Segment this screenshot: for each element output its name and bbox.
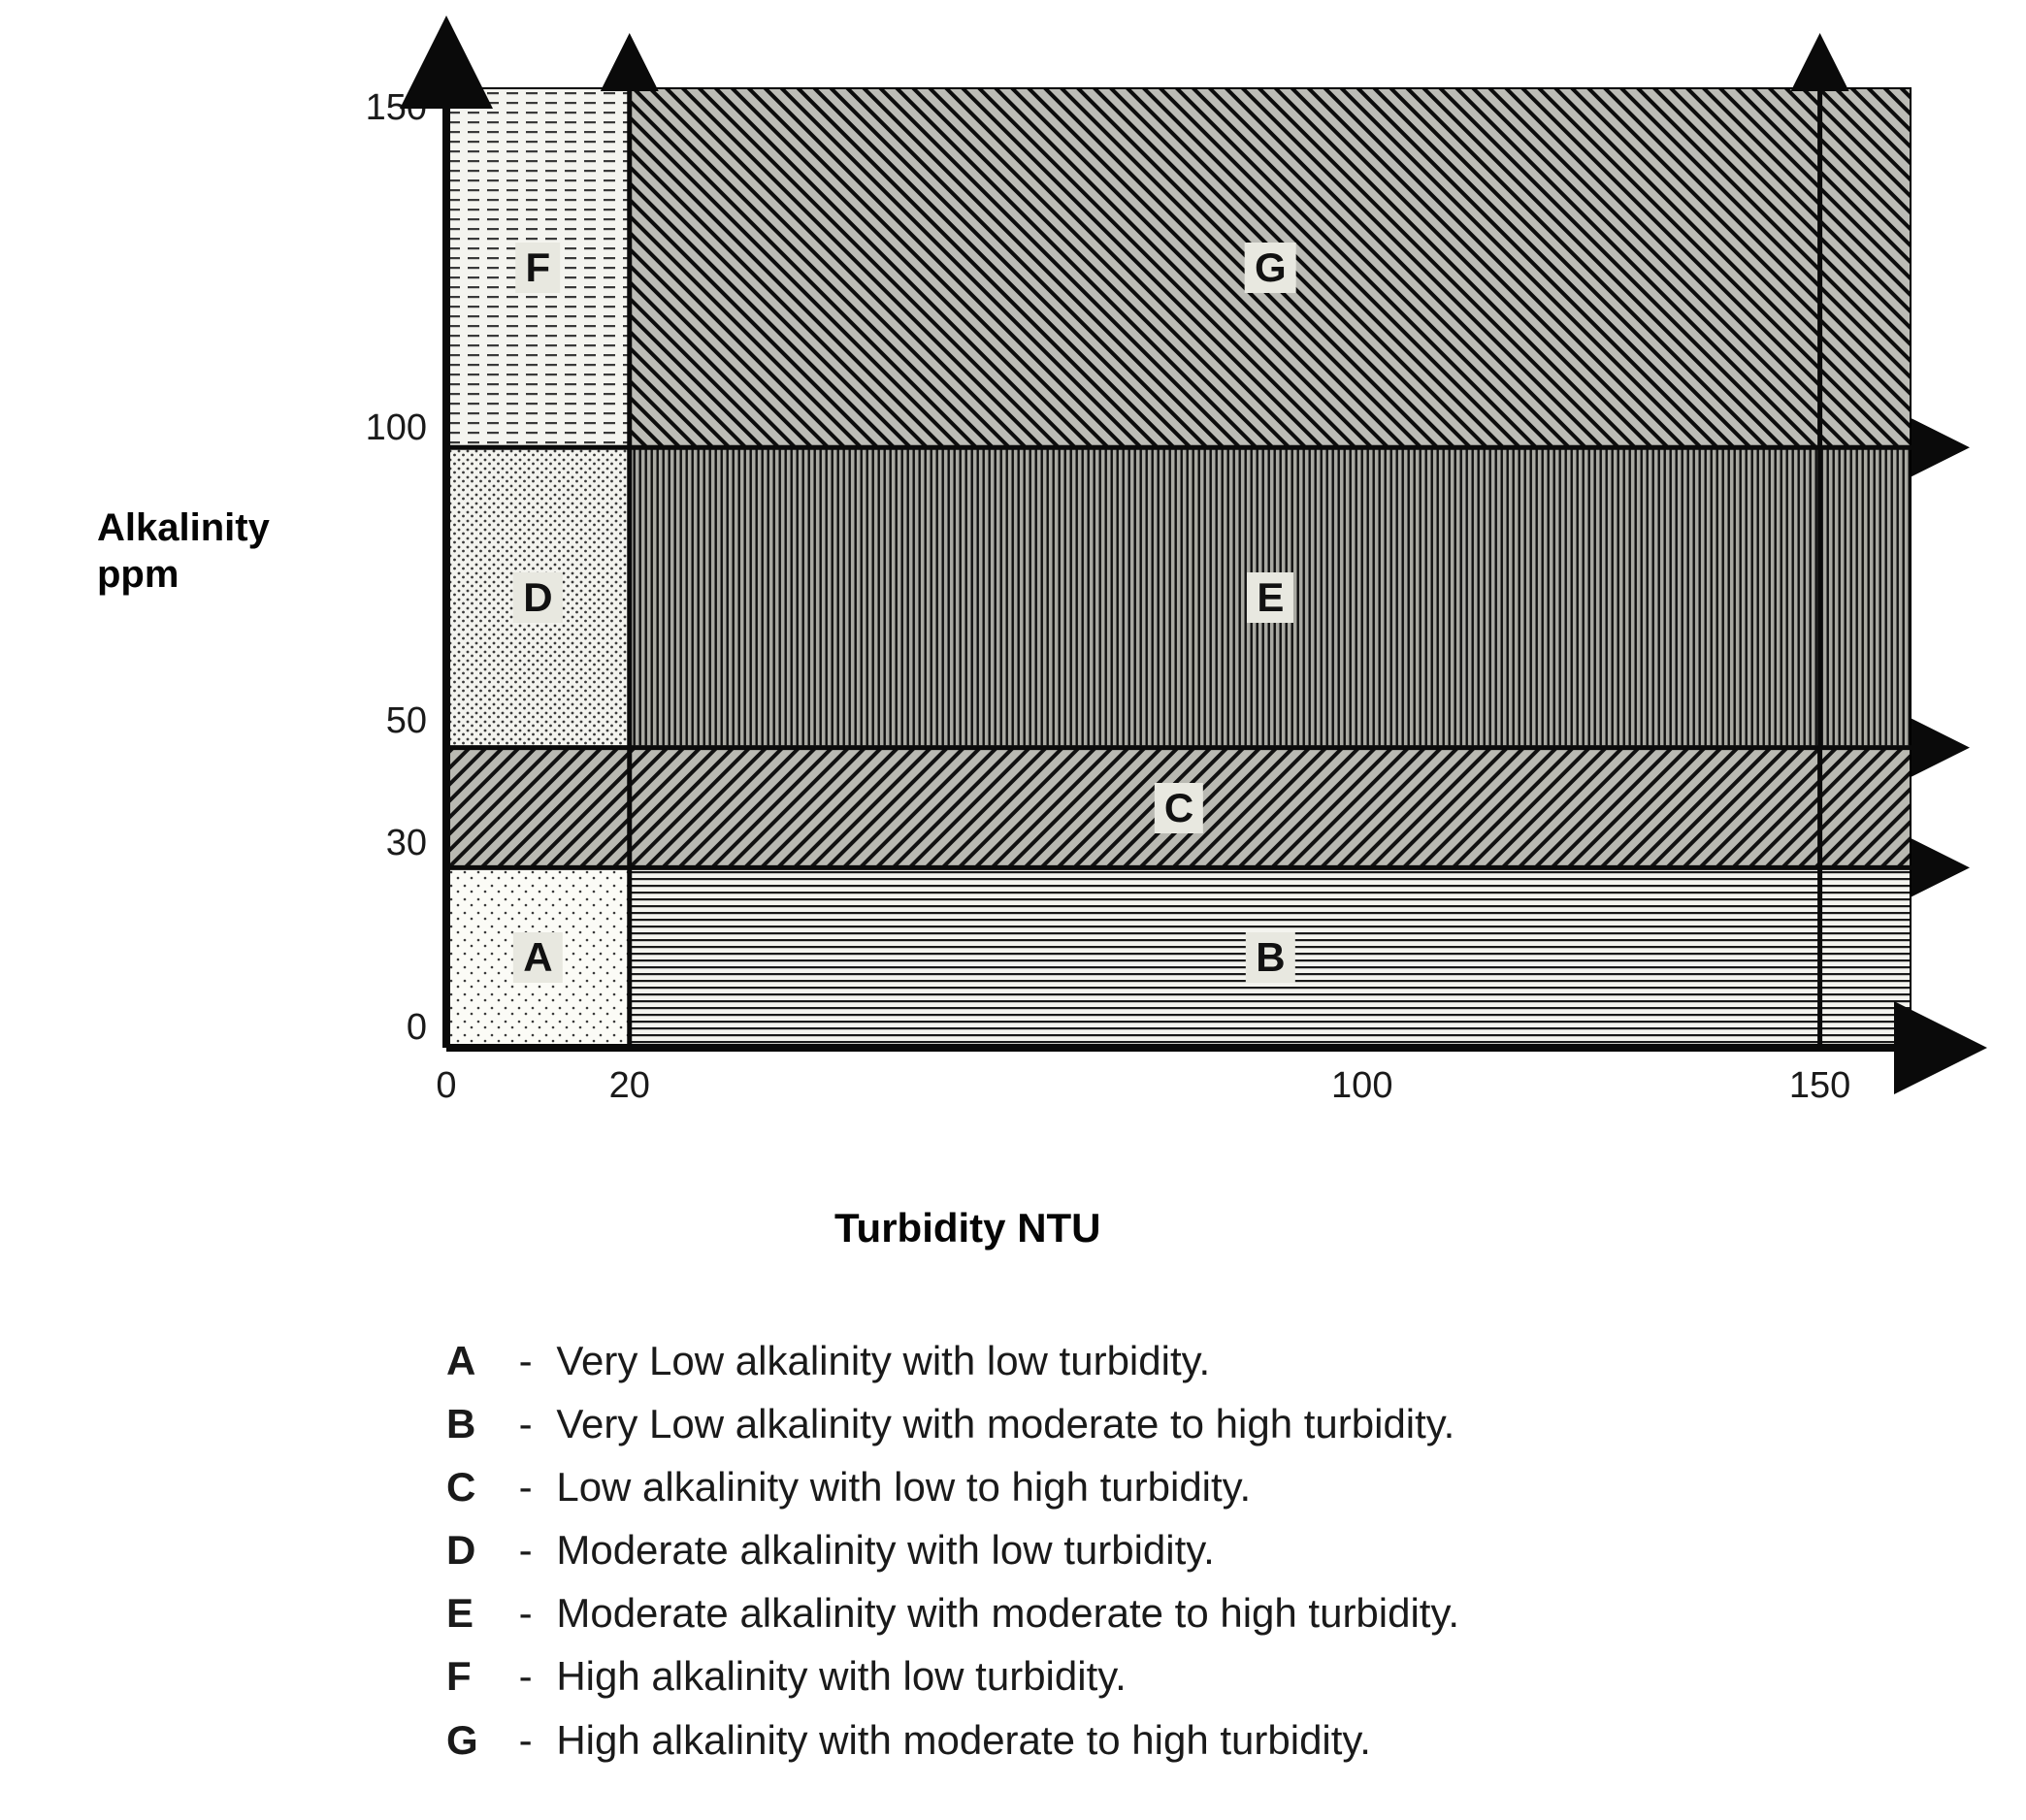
plot-area: F G D E C [446,87,1912,1048]
legend-row-f: F - High alkalinity with low turbidity. [446,1644,1948,1707]
y-tick-30: 30 [340,823,427,864]
chart: Alkalinityppm 150 100 50 30 0 [136,58,1931,1125]
y-axis-label: Alkalinityppm [97,504,270,598]
legend-text-e: Moderate alkalinity with moderate to hig… [556,1590,1459,1636]
legend-key-g: G [446,1708,495,1771]
x-tick-100: 100 [1323,1065,1401,1107]
legend-dash: - [506,1329,545,1392]
legend-text-b: Very Low alkalinity with moderate to hig… [556,1401,1454,1446]
legend-row-g: G - High alkalinity with moderate to hig… [446,1708,1948,1771]
x-axis-label: Turbidity NTU [834,1205,1101,1251]
legend-dash: - [506,1644,545,1707]
legend-text-f: High alkalinity with low turbidity. [556,1653,1126,1699]
x-tick-20: 20 [591,1065,669,1107]
legend-dash: - [506,1518,545,1581]
legend-key-b: B [446,1392,495,1455]
y-axis-label-line1: Alkalinityppm [97,506,270,596]
y-tick-150: 150 [340,87,427,129]
legend-row-d: D - Moderate alkalinity with low turbidi… [446,1518,1948,1581]
page: Alkalinityppm 150 100 50 30 0 [0,0,2026,1820]
legend-dash: - [506,1708,545,1771]
legend-text-d: Moderate alkalinity with low turbidity. [556,1527,1215,1573]
legend-text-c: Low alkalinity with low to high turbidit… [556,1464,1251,1510]
legend-text-g: High alkalinity with moderate to high tu… [556,1717,1371,1763]
x-tick-150: 150 [1781,1065,1859,1107]
legend: A - Very Low alkalinity with low turbidi… [446,1329,1948,1771]
legend-dash: - [506,1455,545,1518]
legend-row-b: B - Very Low alkalinity with moderate to… [446,1392,1948,1455]
legend-row-c: C - Low alkalinity with low to high turb… [446,1455,1948,1518]
axis-arrows [446,87,1960,1096]
legend-key-c: C [446,1455,495,1518]
legend-text-a: Very Low alkalinity with low turbidity. [556,1338,1210,1383]
legend-row-a: A - Very Low alkalinity with low turbidi… [446,1329,1948,1392]
legend-key-d: D [446,1518,495,1581]
legend-key-f: F [446,1644,495,1707]
legend-key-e: E [446,1581,495,1644]
y-tick-50: 50 [340,700,427,742]
y-tick-0: 0 [340,1007,427,1049]
legend-dash: - [506,1581,545,1644]
legend-key-a: A [446,1329,495,1392]
y-tick-100: 100 [340,407,427,449]
x-tick-0: 0 [408,1065,485,1107]
legend-dash: - [506,1392,545,1455]
legend-row-e: E - Moderate alkalinity with moderate to… [446,1581,1948,1644]
